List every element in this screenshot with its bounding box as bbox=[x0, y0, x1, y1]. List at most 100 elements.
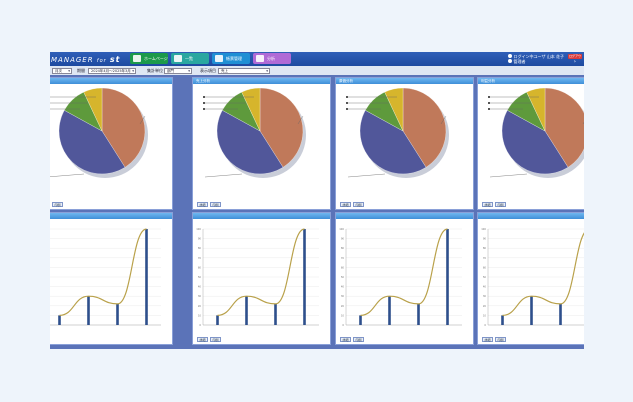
home-icon bbox=[133, 55, 141, 62]
print-button[interactable]: 印刷 bbox=[210, 337, 221, 342]
bar-2 bbox=[274, 303, 277, 325]
print-button[interactable]: 印刷 bbox=[353, 202, 364, 207]
chart-panel: 0 10 20 30 40 50 60 70 80 90 100 詳細 印刷 bbox=[335, 212, 474, 345]
detail-button[interactable]: 詳細 bbox=[340, 202, 351, 207]
y-tick-label: 0 bbox=[342, 323, 344, 327]
pie-chart bbox=[346, 87, 449, 178]
bar-0 bbox=[501, 315, 504, 325]
pie-slice-1 bbox=[216, 110, 284, 175]
logout-button[interactable]: ログアウト bbox=[568, 54, 582, 63]
y-tick-label: 80 bbox=[198, 246, 202, 250]
detail-button[interactable]: 詳細 bbox=[482, 337, 493, 342]
nav-button-home[interactable]: ホームページ bbox=[130, 53, 168, 64]
pie-chart bbox=[203, 87, 306, 178]
pie-chart bbox=[488, 87, 584, 178]
y-tick-label: 30 bbox=[198, 294, 202, 298]
detail-button[interactable]: 詳細 bbox=[197, 337, 208, 342]
print-button[interactable]: 印刷 bbox=[353, 337, 364, 342]
bar-line-chart: 0 10 20 30 40 50 60 70 80 90 100 bbox=[196, 227, 319, 327]
bar-0 bbox=[58, 315, 61, 325]
leader-line-4 bbox=[139, 115, 146, 125]
y-tick-label: 90 bbox=[198, 237, 202, 241]
y-tick-label: 60 bbox=[483, 265, 487, 269]
y-tick-label: 40 bbox=[341, 285, 345, 289]
app-logo: MANAGER for st bbox=[51, 55, 121, 64]
y-tick-label: 80 bbox=[341, 246, 345, 250]
panel-title bbox=[336, 213, 473, 219]
y-tick-label: 60 bbox=[341, 265, 345, 269]
filter-label-item: 表示項目 bbox=[200, 68, 216, 73]
bar-0 bbox=[359, 315, 362, 325]
y-tick-label: 20 bbox=[483, 304, 487, 308]
chart-icon bbox=[256, 55, 264, 62]
y-tick-label: 70 bbox=[198, 256, 202, 260]
print-button[interactable]: 印刷 bbox=[210, 202, 221, 207]
print-button[interactable]: 印刷 bbox=[495, 337, 506, 342]
panel-title bbox=[478, 213, 584, 219]
filter-label-unit: 集計単位 bbox=[147, 68, 163, 73]
bar-1 bbox=[530, 296, 533, 325]
nav-button-analysis[interactable]: 分析 bbox=[253, 53, 291, 64]
y-tick-label: 30 bbox=[341, 294, 345, 298]
bar-1 bbox=[245, 296, 248, 325]
legend-marker-1 bbox=[203, 102, 205, 104]
unit-select[interactable]: 部門 bbox=[164, 67, 192, 74]
y-tick-label: 40 bbox=[483, 285, 487, 289]
user-icon bbox=[507, 54, 512, 58]
detail-button[interactable]: 詳細 bbox=[482, 202, 493, 207]
trend-line bbox=[502, 232, 584, 316]
legend-marker-0 bbox=[346, 96, 348, 98]
legend-marker-2 bbox=[488, 108, 490, 110]
bar-2 bbox=[116, 303, 119, 325]
chart-panel: 0 10 20 30 40 50 60 70 80 90 100 詳細 印刷 bbox=[192, 212, 331, 345]
legend-marker-0 bbox=[203, 96, 205, 98]
y-tick-label: 50 bbox=[341, 275, 345, 279]
panel-title bbox=[193, 213, 330, 219]
y-tick-label: 0 bbox=[484, 323, 486, 327]
print-button[interactable]: 印刷 bbox=[52, 202, 63, 207]
y-tick-label: 10 bbox=[483, 313, 487, 317]
y-tick-label: 100 bbox=[196, 227, 201, 231]
nav-button-reports[interactable]: 帳票管理 bbox=[212, 53, 250, 64]
y-tick-label: 70 bbox=[483, 256, 487, 260]
panel-title bbox=[50, 213, 172, 219]
nav-button-list[interactable]: 一覧 bbox=[171, 53, 209, 64]
pie-slice-1 bbox=[58, 110, 126, 175]
y-tick-label: 70 bbox=[341, 256, 345, 260]
gear-icon bbox=[507, 59, 512, 63]
bar-3 bbox=[303, 229, 306, 325]
y-tick-label: 40 bbox=[198, 285, 202, 289]
pie-slice-3 bbox=[241, 87, 261, 132]
y-tick-label: 60 bbox=[198, 265, 202, 269]
y-tick-label: 50 bbox=[483, 275, 487, 279]
trend-line bbox=[217, 228, 305, 316]
period-select[interactable]: 2024年4月〜2025年3月 bbox=[88, 67, 136, 74]
bar-3 bbox=[145, 229, 148, 325]
y-tick-label: 10 bbox=[341, 313, 345, 317]
pie-slice-3 bbox=[526, 87, 546, 132]
y-tick-label: 100 bbox=[339, 227, 344, 231]
y-tick-label: 20 bbox=[341, 304, 345, 308]
detail-button[interactable]: 詳細 bbox=[197, 202, 208, 207]
y-tick-label: 20 bbox=[198, 304, 202, 308]
pie-slice-0 bbox=[544, 87, 584, 168]
legend-marker-1 bbox=[346, 102, 348, 104]
bar-1 bbox=[388, 296, 391, 325]
y-tick-label: 30 bbox=[483, 294, 487, 298]
user-info: ログイン中ユーザ 山本 花子 管理者 bbox=[507, 54, 564, 64]
period-type-select[interactable]: 月次 bbox=[52, 67, 72, 74]
bar-line-chart: 0 10 20 30 40 50 60 70 80 90 100 bbox=[339, 227, 462, 327]
panel-title: 売上分析 bbox=[193, 78, 330, 84]
panel-title: 利益分析 bbox=[478, 78, 584, 84]
item-select[interactable]: 売上 bbox=[218, 67, 270, 74]
leader-line-4 bbox=[582, 122, 584, 125]
bar-2 bbox=[417, 303, 420, 325]
leader-line-3 bbox=[204, 173, 243, 178]
pie-slice-3 bbox=[83, 87, 103, 132]
leader-line-3 bbox=[489, 173, 528, 178]
print-button[interactable]: 印刷 bbox=[495, 202, 506, 207]
detail-button[interactable]: 詳細 bbox=[340, 337, 351, 342]
legend-marker-0 bbox=[488, 96, 490, 98]
